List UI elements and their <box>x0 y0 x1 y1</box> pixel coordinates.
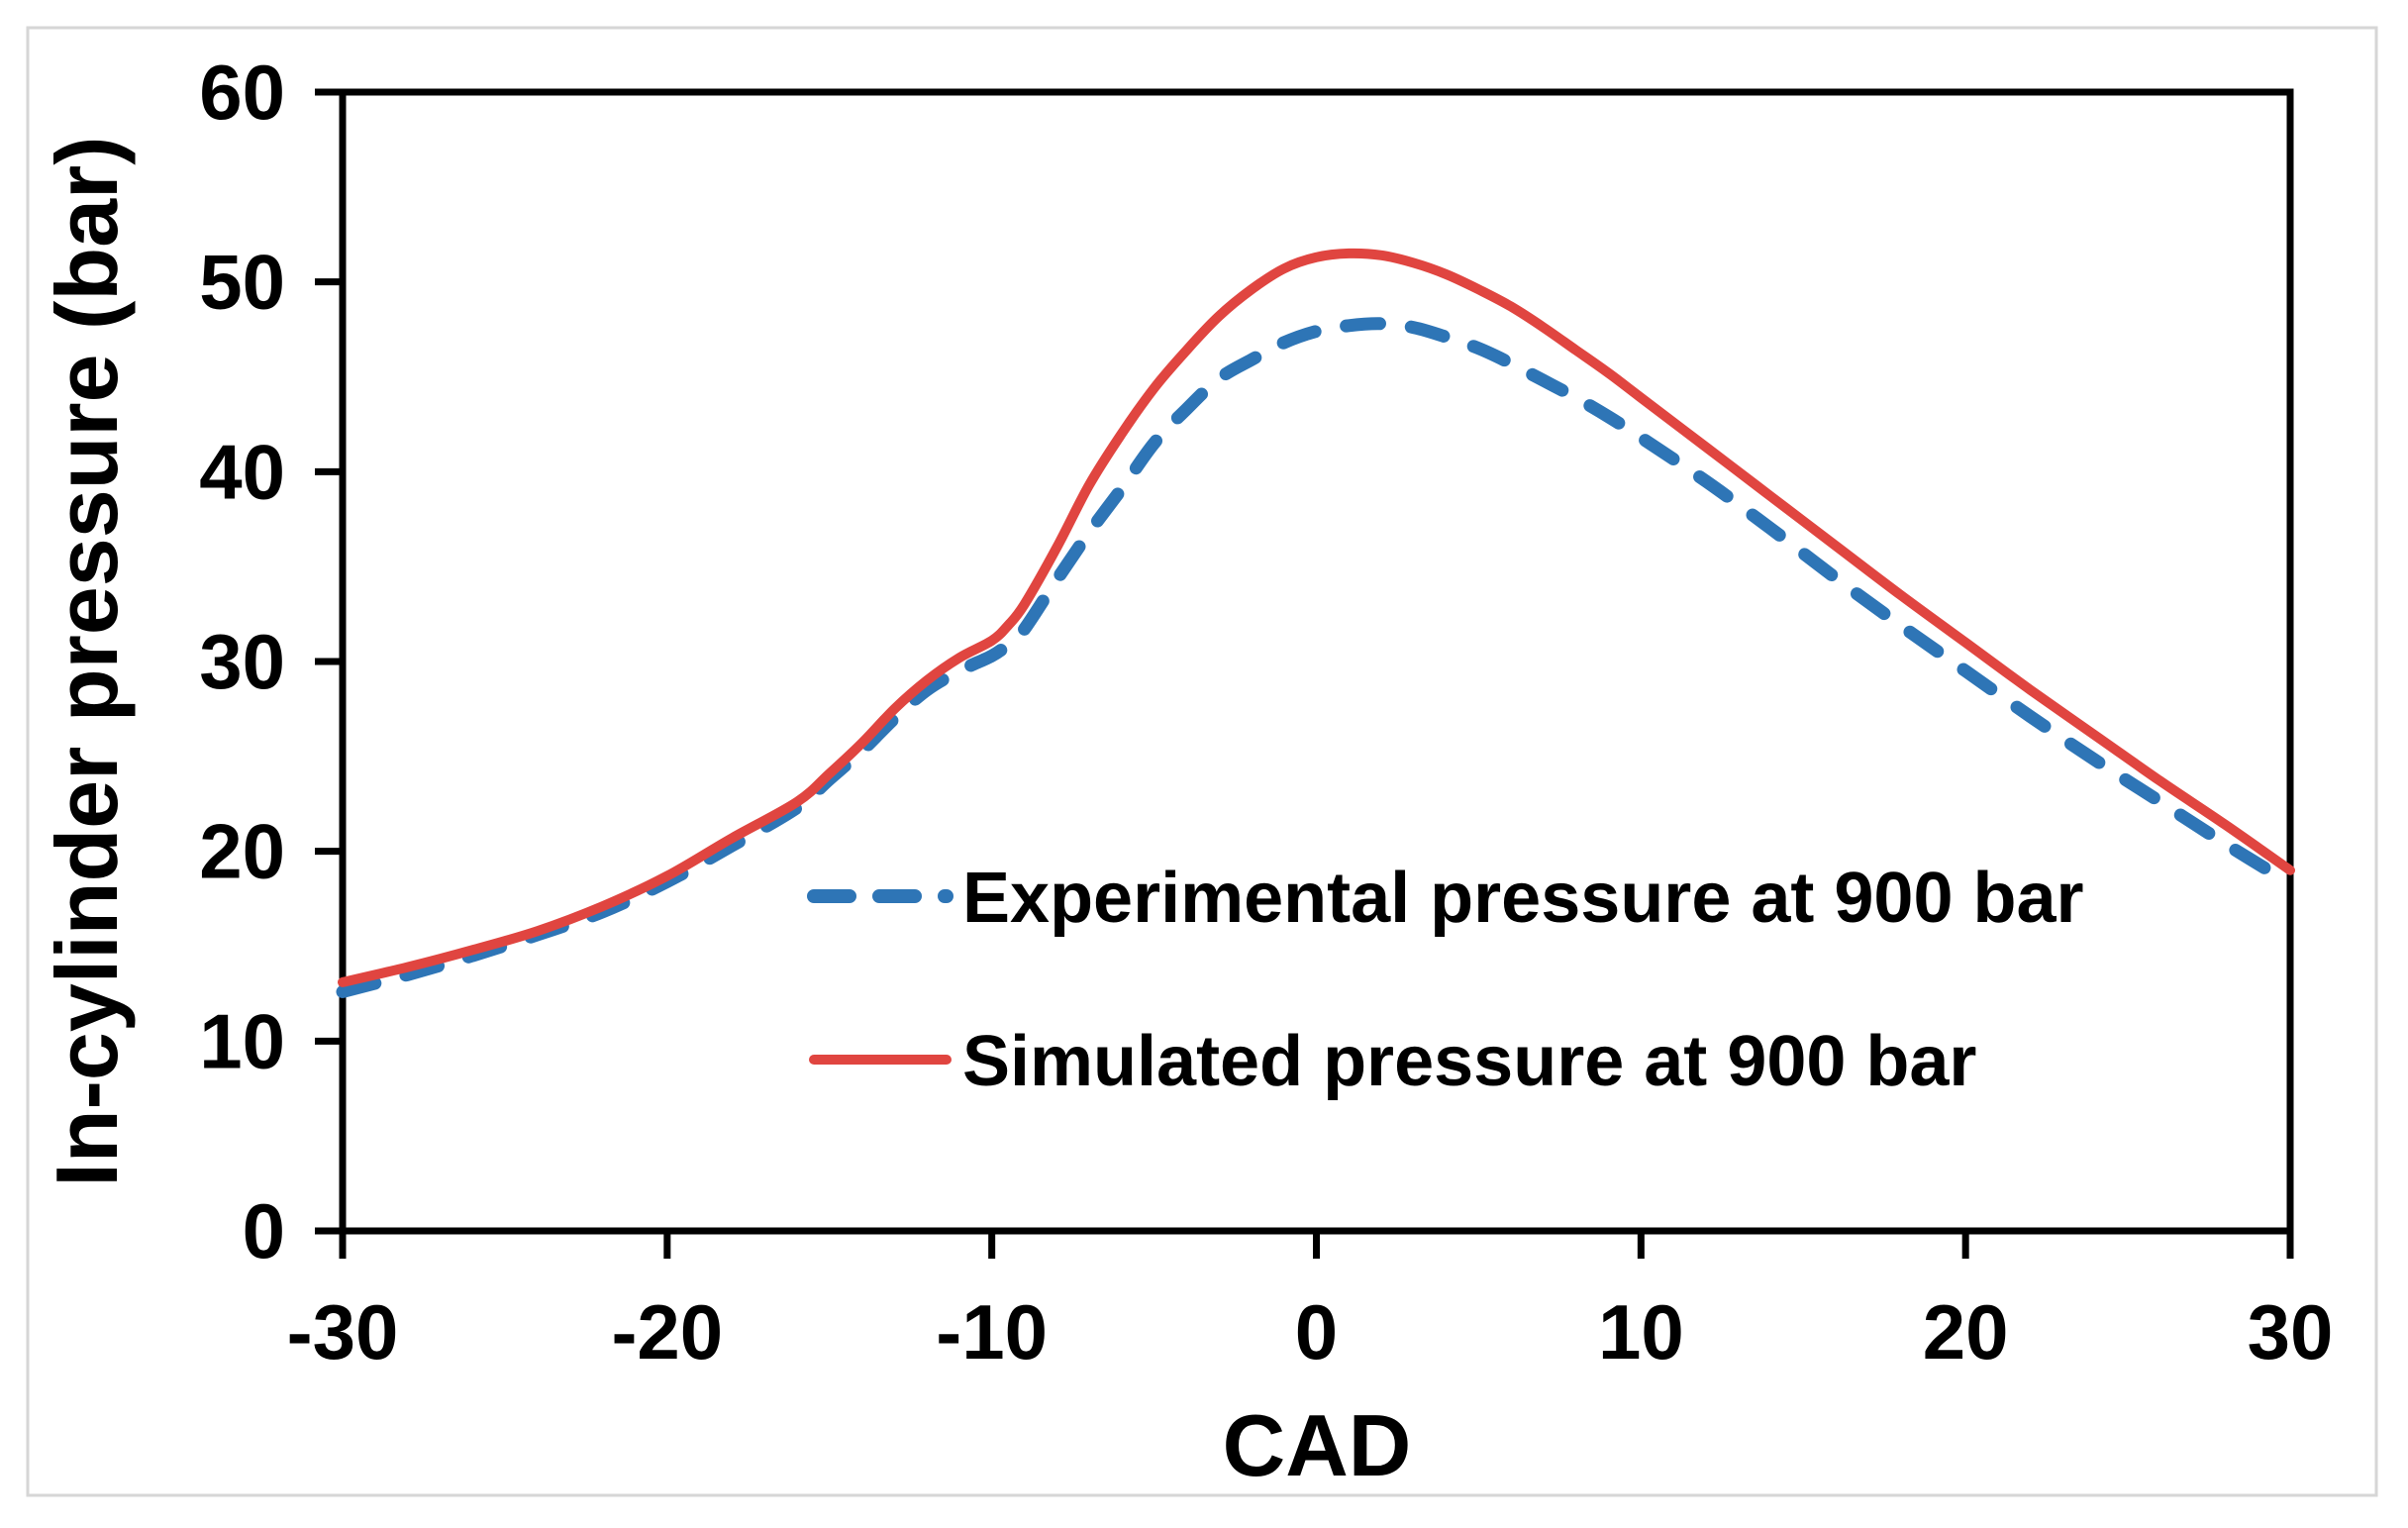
x-tick-label: 10 <box>1598 1288 1684 1375</box>
y-tick-label: 60 <box>199 49 285 136</box>
x-tick-label: 20 <box>1923 1288 2009 1375</box>
legend: Experimental pressure at 900 bar Simulat… <box>807 859 2084 1101</box>
y-axis-title: In-cylinder pressure (bar) <box>38 136 136 1186</box>
x-axis-ticks <box>339 1231 2294 1259</box>
series-simulated <box>338 248 2295 987</box>
legend-label-simulated: Simulated pressure at 900 bar <box>962 1022 1976 1101</box>
legend-label-experimental: Experimental pressure at 900 bar <box>962 859 2084 938</box>
y-tick-label: 20 <box>199 808 285 895</box>
y-tick-labels: 0 10 20 30 40 50 60 <box>199 49 285 1274</box>
x-tick-labels: -30 -20 -10 0 10 20 30 <box>287 1288 2334 1375</box>
x-tick-label: -10 <box>936 1288 1048 1375</box>
y-tick-label: 30 <box>199 618 285 705</box>
y-tick-label: 0 <box>243 1187 285 1274</box>
figure-border <box>26 26 2378 1497</box>
y-tick-label: 10 <box>199 997 285 1084</box>
simulated-pressure-curve <box>338 248 2295 987</box>
y-tick-label: 50 <box>199 239 285 326</box>
x-tick-label: -30 <box>287 1288 399 1375</box>
x-tick-label: 0 <box>1295 1288 1338 1375</box>
x-tick-label: -20 <box>611 1288 723 1375</box>
x-axis-title: CAD <box>1223 1396 1412 1494</box>
y-axis-ticks <box>315 88 343 1235</box>
y-tick-label: 40 <box>199 428 285 515</box>
x-tick-label: 30 <box>2248 1288 2334 1375</box>
